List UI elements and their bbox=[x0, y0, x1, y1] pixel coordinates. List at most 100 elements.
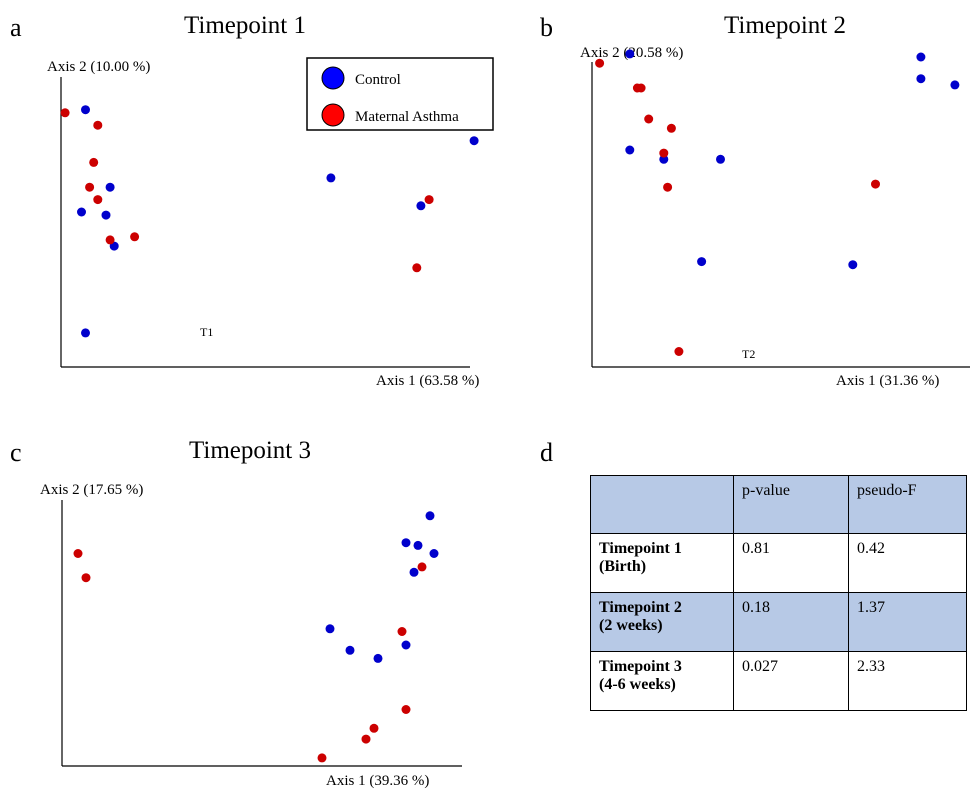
point-maternal-asthma bbox=[595, 58, 605, 68]
point-control bbox=[81, 105, 90, 115]
table-header-p-value: p-value bbox=[733, 475, 849, 534]
point-control bbox=[716, 154, 725, 164]
point-control bbox=[77, 207, 86, 217]
x-axis-label: Axis 1 (31.36 %) bbox=[836, 373, 939, 389]
legend-swatch-maternal-asthma bbox=[321, 103, 345, 127]
point-maternal-asthma bbox=[412, 263, 422, 273]
point-maternal-asthma bbox=[644, 114, 654, 124]
point-control bbox=[105, 182, 115, 192]
point-maternal-asthma bbox=[871, 179, 880, 189]
point-maternal-asthma bbox=[674, 347, 684, 356]
point-maternal-asthma bbox=[81, 573, 91, 583]
point-maternal-asthma bbox=[659, 148, 669, 158]
y-axis-label: Axis 2 (10.00 %) bbox=[47, 59, 150, 75]
panel-label-b: b bbox=[540, 13, 553, 42]
point-maternal-asthma bbox=[93, 195, 103, 205]
point-control bbox=[409, 567, 419, 577]
scatter-panel-timepoint-1: Timepoint 1 Axis 2 (10.00 %) Axis 1 (63.… bbox=[47, 12, 494, 389]
panel-label-a: a bbox=[10, 13, 22, 42]
legend: Control Maternal Asthma bbox=[306, 57, 494, 131]
chart-title: Timepoint 1 bbox=[184, 12, 306, 39]
point-maternal-asthma bbox=[401, 705, 411, 714]
row-label-line1: Timepoint 3 bbox=[599, 658, 682, 675]
point-control bbox=[425, 511, 435, 521]
point-maternal-asthma bbox=[93, 120, 103, 130]
point-control bbox=[659, 154, 669, 164]
legend-label-control: Control bbox=[355, 72, 401, 88]
row-label-line1: Timepoint 1 bbox=[599, 540, 682, 557]
point-maternal-asthma bbox=[73, 549, 83, 558]
annotation-t1: T1 bbox=[200, 325, 213, 339]
legend-label-maternal-asthma: Maternal Asthma bbox=[355, 109, 459, 125]
point-control bbox=[345, 645, 355, 655]
point-maternal-asthma bbox=[397, 627, 407, 636]
point-maternal-asthma bbox=[89, 157, 99, 167]
table-cell-p-value: 0.81 bbox=[733, 533, 849, 593]
table-row: Timepoint 3 (4-6 weeks) 0.027 2.33 bbox=[590, 651, 967, 711]
point-maternal-asthma bbox=[60, 108, 70, 118]
panel-label-d: d bbox=[540, 438, 553, 467]
table-row-label: Timepoint 2 (2 weeks) bbox=[590, 592, 734, 652]
point-maternal-asthma bbox=[369, 723, 379, 733]
row-label-line2: (2 weeks) bbox=[599, 617, 663, 634]
point-control bbox=[81, 328, 90, 338]
table-row-label: Timepoint 3 (4-6 weeks) bbox=[590, 651, 734, 711]
x-axis-label: Axis 1 (63.58 %) bbox=[376, 373, 479, 389]
point-maternal-asthma bbox=[317, 753, 327, 763]
point-control bbox=[101, 210, 111, 220]
point-control bbox=[401, 640, 411, 650]
row-label-line2: (4-6 weeks) bbox=[599, 676, 676, 693]
table-row: Timepoint 1 (Birth) 0.81 0.42 bbox=[590, 533, 967, 593]
table-header-empty bbox=[590, 475, 734, 534]
table-header-row: p-value pseudo-F bbox=[590, 475, 967, 534]
panel-label-c: c bbox=[10, 438, 22, 467]
point-maternal-asthma bbox=[424, 195, 434, 205]
scatter-panel-timepoint-2: Timepoint 2 Axis 2 (20.58 %) Axis 1 (31.… bbox=[580, 12, 970, 389]
legend-swatch-control bbox=[321, 66, 345, 90]
point-control bbox=[697, 257, 707, 267]
point-control bbox=[325, 624, 335, 634]
scatter-panel-timepoint-3: Timepoint 3 Axis 2 (17.65 %) Axis 1 (39.… bbox=[40, 437, 462, 789]
point-control bbox=[469, 136, 479, 146]
chart-title: Timepoint 2 bbox=[724, 12, 846, 39]
point-maternal-asthma bbox=[666, 123, 676, 133]
point-control bbox=[373, 653, 383, 663]
point-maternal-asthma bbox=[663, 182, 673, 192]
table-cell-p-value: 0.18 bbox=[733, 592, 849, 652]
table-cell-pseudo-f: 2.33 bbox=[848, 651, 967, 711]
point-control bbox=[848, 260, 858, 270]
point-maternal-asthma bbox=[636, 83, 646, 93]
point-maternal-asthma bbox=[130, 232, 140, 242]
y-axis-label: Axis 2 (17.65 %) bbox=[40, 482, 143, 498]
table-row-label: Timepoint 1 (Birth) bbox=[590, 533, 734, 593]
scatter-points bbox=[595, 49, 960, 356]
row-label-line2: (Birth) bbox=[599, 558, 647, 575]
point-control bbox=[950, 80, 960, 90]
point-maternal-asthma bbox=[417, 562, 427, 572]
chart-title: Timepoint 3 bbox=[189, 437, 311, 464]
table-header-pseudo-f: pseudo-F bbox=[848, 475, 967, 534]
x-axis-label: Axis 1 (39.36 %) bbox=[326, 773, 429, 789]
point-control bbox=[429, 549, 439, 558]
point-control bbox=[416, 201, 426, 211]
point-control bbox=[413, 540, 423, 550]
annotation-t2: T2 bbox=[742, 347, 755, 361]
table-cell-pseudo-f: 1.37 bbox=[848, 592, 967, 652]
point-control bbox=[401, 538, 411, 548]
permanova-table: p-value pseudo-F Timepoint 1 (Birth) 0.8… bbox=[590, 475, 967, 711]
table-cell-pseudo-f: 0.42 bbox=[848, 533, 967, 593]
row-label-line1: Timepoint 2 bbox=[599, 599, 682, 616]
point-maternal-asthma bbox=[361, 734, 371, 744]
scatter-points bbox=[60, 105, 479, 338]
scatter-points bbox=[73, 511, 439, 763]
point-maternal-asthma bbox=[85, 182, 95, 192]
point-maternal-asthma bbox=[105, 235, 115, 245]
point-control bbox=[916, 52, 926, 62]
point-control bbox=[625, 145, 635, 155]
point-control bbox=[625, 49, 635, 59]
table-row: Timepoint 2 (2 weeks) 0.18 1.37 bbox=[590, 592, 967, 652]
table-cell-p-value: 0.027 bbox=[733, 651, 849, 711]
point-control bbox=[916, 74, 926, 84]
point-control bbox=[326, 173, 336, 183]
